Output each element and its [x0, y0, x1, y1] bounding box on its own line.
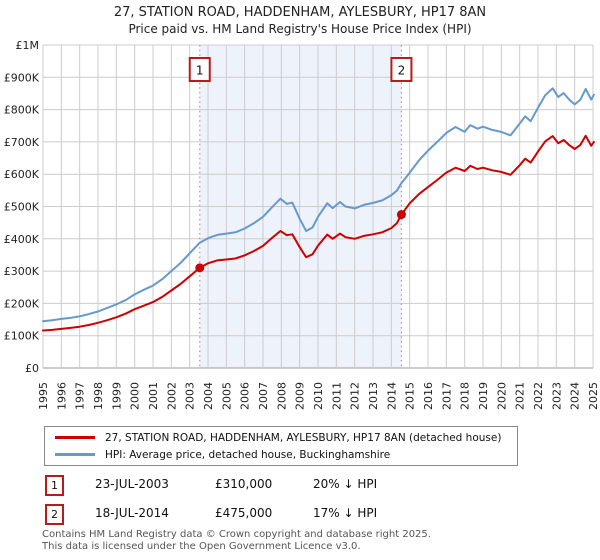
x-axis-tick-label: 2014 — [385, 382, 398, 410]
x-axis-tick-label: 2021 — [514, 382, 527, 410]
price-chart[interactable]: £0 £100K £200K £300K £400K £500K £600K £700K £80… — [0, 40, 600, 418]
license-footer: Contains HM Land Registry data © Crown c… — [42, 529, 598, 553]
x-axis-tick-label: 2010 — [312, 382, 325, 410]
x-axis-tick-label: 2023 — [550, 382, 563, 410]
x-axis-tick-label: 2006 — [239, 382, 252, 410]
legend-item-hpi: HPI: Average price, detached house, Buck… — [51, 446, 511, 463]
x-axis-tick-label: 2001 — [147, 382, 160, 410]
transaction-2-price: £475,000 — [215, 506, 273, 520]
x-axis-tick-label: 2011 — [330, 382, 343, 410]
x-axis-tick-label: 1996 — [55, 382, 68, 410]
transaction-2-vs-hpi: 17% ↓ HPI — [313, 506, 378, 520]
x-axis-tick-label: 2017 — [440, 382, 453, 410]
y-axis-tick-label: £0 — [25, 362, 39, 375]
x-axis-tick-label: 1997 — [74, 382, 87, 410]
x-axis-tick-label: 1999 — [110, 382, 123, 410]
x-axis-tick-label: 2015 — [404, 382, 417, 410]
x-axis-tick-label: 2025 — [587, 382, 600, 410]
hpi-line — [42, 87, 595, 323]
y-axis-tick-label: £1M — [16, 40, 40, 52]
x-axis-tick-label: 2000 — [129, 382, 142, 410]
sale-marker-dot — [396, 210, 406, 220]
price-paid-line — [42, 134, 595, 332]
y-axis-tick-label: £400K — [4, 233, 40, 246]
transaction-1-price: £310,000 — [215, 477, 273, 491]
legend-item-price-paid: 27, STATION ROAD, HADDENHAM, AYLESBURY, … — [51, 429, 511, 446]
y-axis-tick-label: £800K — [4, 104, 40, 117]
x-axis-tick-label: 2005 — [220, 382, 233, 410]
sale-marker-dot — [195, 263, 205, 273]
y-axis-tick-label: £200K — [4, 297, 40, 310]
y-axis-tick-label: £700K — [4, 136, 40, 149]
x-axis-tick-label: 1998 — [92, 382, 105, 410]
transaction-2-date: 18-JUL-2014 — [95, 506, 169, 520]
sale-marker-number: 1 — [196, 64, 204, 78]
sale-marker-box — [188, 57, 211, 82]
footer-line-2: This data is licensed under the Open Gov… — [42, 541, 361, 552]
transaction-row-2: 2 18-JUL-2014 £475,000 17% ↓ HPI — [0, 504, 600, 525]
transaction-1-vs-hpi: 20% ↓ HPI — [313, 477, 378, 491]
chart-legend: 27, STATION ROAD, HADDENHAM, AYLESBURY, … — [44, 426, 518, 466]
y-axis-tick-label: £300K — [4, 265, 40, 278]
legend-label-price-paid: 27, STATION ROAD, HADDENHAM, AYLESBURY, … — [105, 431, 502, 444]
page-title: 27, STATION ROAD, HADDENHAM, AYLESBURY, … — [113, 5, 487, 20]
footer-line-1: Contains HM Land Registry data © Crown c… — [42, 529, 431, 540]
transaction-2-badge: 2 — [45, 504, 64, 525]
x-axis-tick-label: 2019 — [477, 382, 490, 410]
x-axis-tick-label: 2024 — [569, 382, 582, 410]
sale-marker-number: 2 — [398, 64, 406, 78]
transaction-1-badge: 1 — [45, 475, 64, 496]
hpi-line-swatch — [55, 453, 95, 456]
sale-marker-box — [390, 57, 413, 82]
legend-label-hpi: HPI: Average price, detached house, Buck… — [105, 448, 391, 461]
transaction-row-1: 1 23-JUL-2003 £310,000 20% ↓ HPI — [0, 475, 600, 496]
y-axis-tick-label: £100K — [4, 330, 40, 343]
x-axis-tick-label: 2009 — [294, 382, 307, 410]
transaction-1-date: 23-JUL-2003 — [95, 477, 169, 491]
x-axis-tick-label: 2022 — [532, 382, 545, 410]
x-axis-tick-label: 2003 — [184, 382, 197, 410]
x-axis-tick-label: 2016 — [422, 382, 435, 410]
page-subtitle: Price paid vs. HM Land Registry's House … — [128, 22, 472, 36]
x-axis-tick-label: 2012 — [349, 382, 362, 410]
x-axis-tick-label: 2020 — [495, 382, 508, 410]
x-axis-tick-label: 2018 — [459, 382, 472, 410]
y-axis-tick-label: £600K — [4, 168, 40, 181]
x-axis-tick-label: 1995 — [37, 382, 50, 410]
chart-area: £0 £100K £200K £300K £400K £500K £600K £700K £80… — [0, 40, 600, 418]
x-axis-tick-label: 2013 — [367, 382, 380, 410]
y-axis-tick-label: £900K — [4, 71, 40, 84]
chart-title-block: 27, STATION ROAD, HADDENHAM, AYLESBURY, … — [0, 4, 600, 37]
x-axis-tick-label: 2004 — [202, 382, 215, 410]
price-paid-line-swatch — [55, 436, 95, 439]
y-axis-tick-label: £500K — [4, 201, 40, 214]
x-axis-tick-label: 2002 — [165, 382, 178, 410]
x-axis-tick-label: 2007 — [257, 382, 270, 410]
x-axis-tick-label: 2008 — [275, 382, 288, 410]
